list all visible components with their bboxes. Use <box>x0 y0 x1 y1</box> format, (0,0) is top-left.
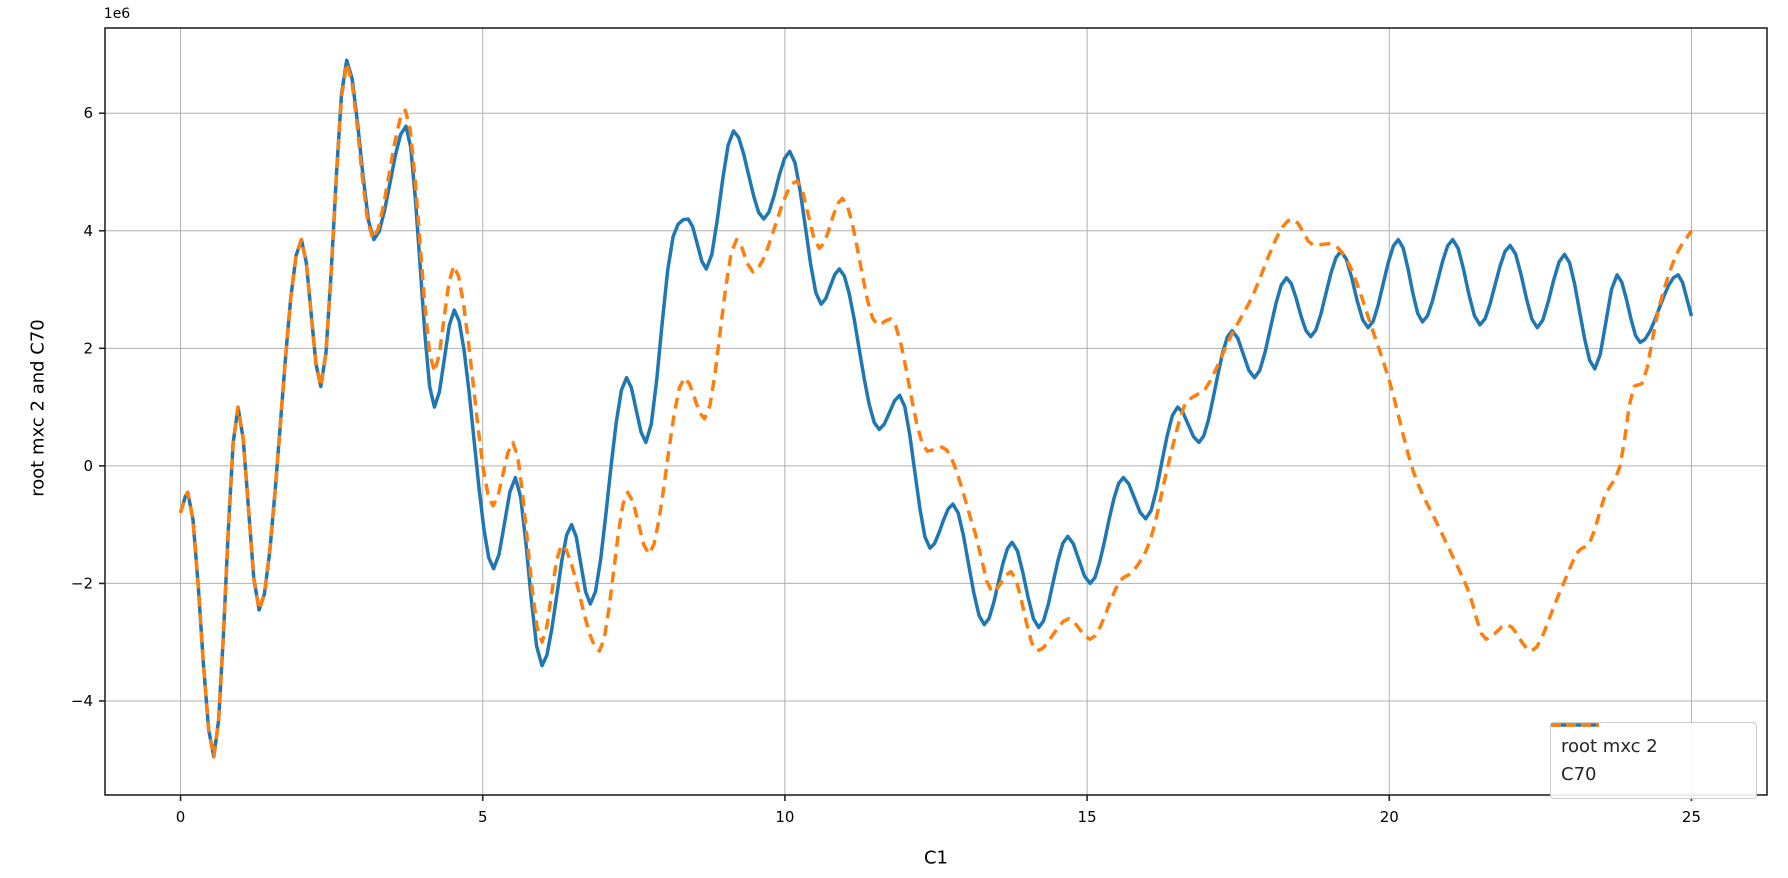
y-tick-label: −2 <box>71 574 93 592</box>
legend-entry-root-mxc-2: root mxc 2 <box>1551 723 1746 757</box>
x-axis-label: C1 <box>923 847 949 869</box>
legend-label: C70 <box>1561 764 1597 785</box>
y-axis-label: root mxc 2 and C70 <box>27 319 49 497</box>
y-tick-label: 0 <box>83 457 93 475</box>
x-tick-label: 5 <box>478 808 488 826</box>
axes-spines <box>104 27 1768 796</box>
x-tick-label: 0 <box>176 808 186 826</box>
legend-line-sample-dashed <box>1551 723 1599 727</box>
series-path-root-mxc-2 <box>178 58 1694 759</box>
y-tick-label: −4 <box>71 692 93 710</box>
y-tick-label: 4 <box>83 222 93 240</box>
series-path-c70 <box>178 61 1693 759</box>
y-axis-offset-label: 1e6 <box>103 6 131 22</box>
y-tick-label: 2 <box>83 339 93 357</box>
legend: root mxc 2 C70 <box>1550 722 1757 799</box>
x-tick-label: 10 <box>775 808 794 826</box>
x-tick-label: 25 <box>1682 808 1701 826</box>
legend-entry-c70: C70 <box>1551 723 1746 785</box>
x-tick-label: 20 <box>1380 808 1399 826</box>
x-tick-label: 15 <box>1078 808 1097 826</box>
y-tick-label: 6 <box>83 104 93 122</box>
legend-label: root mxc 2 <box>1561 736 1658 757</box>
